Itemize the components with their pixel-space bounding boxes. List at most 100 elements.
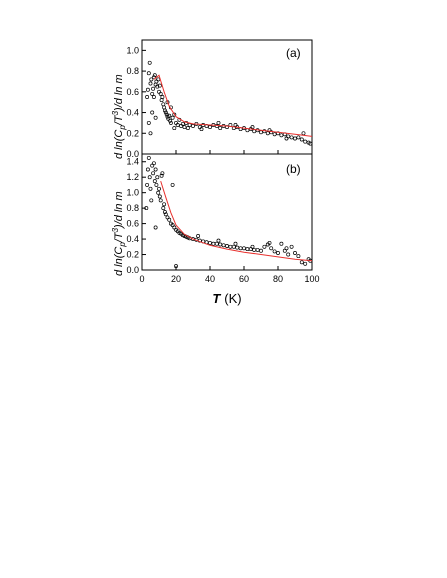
panel-a-data-point [308, 141, 313, 146]
panel-a-data-point [185, 126, 190, 131]
panel-b-y-axis-label: d ln(Cp/T3)/d ln m [111, 191, 127, 276]
panel-a-data-point [284, 136, 289, 141]
panel-b-data-point [238, 246, 243, 251]
panel-b-data-point [153, 225, 158, 230]
panel-b: (b) d ln(Cp/T3)/d ln m 0.0 0.2 0.4 0.6 0.8 1.… [111, 153, 320, 284]
panel-b-data-point [157, 194, 162, 199]
panel-b-x-tick-label: 60 [239, 274, 249, 284]
panel-b-data-point [255, 247, 260, 252]
panel-b-data-point [228, 244, 233, 249]
panel-b-x-ticks: 0 20 40 60 80 100 [139, 266, 320, 284]
panel-a-data-point [167, 113, 172, 118]
panel-b-data-point [293, 251, 297, 255]
panel-a-data-point [170, 115, 175, 120]
panel-b-data-point [162, 202, 167, 207]
panel-a-data-point [172, 112, 177, 117]
panel-a-data-point [162, 105, 167, 110]
panel-b-y-tick-label: 1.4 [126, 157, 139, 167]
panel-b-data-point [160, 171, 165, 176]
panel-a-data-point [163, 110, 168, 115]
panel-b-data-point [272, 249, 277, 254]
panel-a-data-points [145, 60, 313, 146]
panel-b-plot-frame [141, 153, 313, 271]
panel-b-x-tick-label: 80 [273, 274, 283, 284]
panel-b-data-point [146, 155, 151, 160]
panel-b-y-tick-label: 0.2 [126, 250, 139, 260]
panel-b-data-point [259, 248, 263, 253]
panel-b-label: (b) [286, 162, 301, 176]
panel-b-data-point [167, 217, 172, 222]
panel-a-data-point [289, 135, 294, 140]
panel-a-y-tick-label: 0.8 [126, 66, 139, 76]
panel-b-data-point [162, 210, 167, 214]
panel-b-data-point [214, 241, 219, 246]
panel-b-data-point [303, 261, 308, 266]
panel-b-data-point [216, 238, 221, 243]
panel-b-y-tick-label: 1.2 [126, 172, 139, 182]
panel-b-x-tick-label: 40 [205, 274, 215, 284]
panel-b-data-point [289, 244, 294, 249]
panel-a-data-point [147, 60, 152, 65]
panel-b-data-point [211, 241, 216, 246]
panel-a-y-axis-label: d ln(Cp/T3)/d ln m [111, 74, 127, 159]
panel-b-data-point [148, 186, 153, 191]
panel-b-data-point [151, 171, 156, 176]
panel-b-data-point [153, 167, 158, 172]
panel-b-x-tick-label: 0 [139, 274, 144, 284]
panel-a-data-point [286, 134, 291, 139]
panel-b-y-tick-label: 1.0 [126, 188, 139, 198]
panel-a-data-point [146, 71, 151, 76]
panel-a-data-point [150, 91, 155, 96]
panel-a-data-point [272, 132, 277, 137]
panel-a-data-point [187, 123, 192, 127]
x-axis-label: T (K) [212, 291, 241, 306]
panel-a-data-point [233, 123, 238, 127]
panel-a-data-point [216, 120, 221, 125]
panel-a-y-tick-label: 1.0 [126, 45, 139, 55]
panel-b-data-point [163, 212, 168, 217]
panel-a-data-point [214, 124, 219, 128]
panel-b-x-tick-label: 100 [304, 274, 319, 284]
panel-b-y-tick-label: 0.4 [126, 234, 139, 244]
panel-a-data-point [148, 81, 153, 86]
panel-b-y-tick-label: 0.8 [126, 203, 139, 213]
panel-b-data-point [267, 240, 272, 245]
panel-b-data-point [152, 179, 157, 184]
panel-a-label: (a) [286, 46, 301, 60]
panel-b-data-point [158, 198, 163, 203]
panel-a-data-point [150, 110, 155, 115]
panel-b-data-point [155, 175, 160, 180]
panel-b-data-point [276, 251, 280, 255]
panel-a-data-point [174, 120, 178, 125]
panel-a-data-point [157, 89, 161, 94]
panel-a-y-tick-label: 0.4 [126, 108, 139, 118]
panel-b-data-point [284, 246, 289, 251]
panel-a-data-point [208, 125, 212, 130]
panel-b-data-point [161, 206, 166, 211]
panel-b-data-point [299, 260, 304, 265]
panel-a-data-point [191, 124, 195, 128]
panel-a: (a) d ln(Cp/T3)/d ln m 0.0 0.2 0.4 0.6 0.8 1.… [111, 39, 313, 159]
panel-a-data-point [146, 120, 151, 125]
panel-a-data-point [148, 131, 153, 136]
panel-a-data-point [301, 131, 306, 136]
panel-b-data-point [144, 206, 149, 211]
panel-b-data-point [218, 242, 223, 247]
panel-b-data-point [250, 244, 255, 249]
panel-a-data-point [218, 126, 223, 131]
panel-a-data-point [293, 136, 297, 141]
panel-a-data-point [179, 124, 184, 128]
panel-a-data-point [299, 137, 304, 142]
panel-b-data-point [157, 186, 161, 191]
panel-b-data-point [145, 167, 150, 172]
panel-a-data-point [149, 77, 154, 82]
panel-b-data-point [279, 241, 284, 246]
panel-a-y-tick-label: 0.2 [126, 128, 139, 138]
panel-a-data-point [267, 128, 272, 133]
panel-a-data-point [145, 95, 150, 99]
panel-a-y-ticks: 0.0 0.2 0.4 0.6 0.8 1.0 [126, 45, 146, 159]
panel-a-data-point [161, 102, 166, 107]
panel-a-fit-curve [153, 74, 313, 137]
panel-b-x-tick-label: 20 [171, 274, 181, 284]
